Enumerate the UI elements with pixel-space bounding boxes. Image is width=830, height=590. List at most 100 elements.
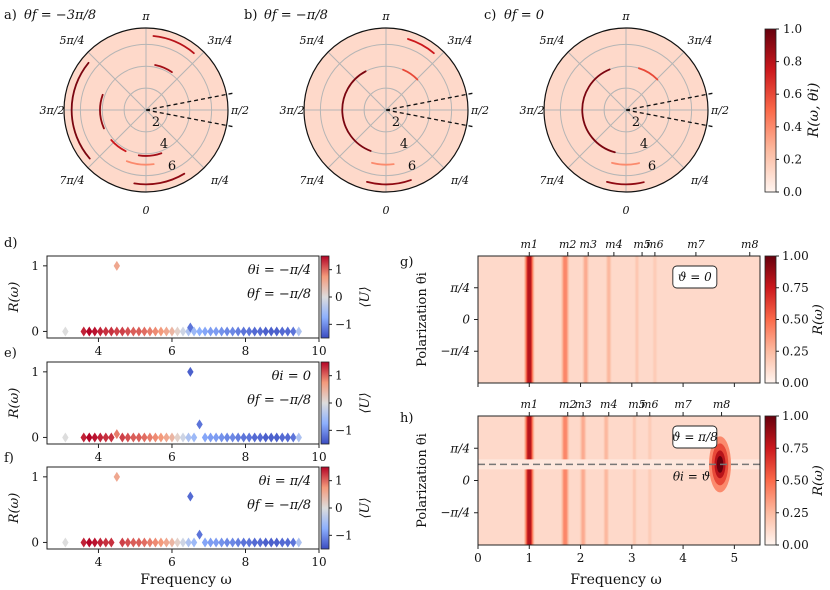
scatter-colorbar-tick-label: 1 bbox=[335, 263, 343, 277]
heatmap-colorbar-tick-label: 0.75 bbox=[782, 281, 809, 295]
scatter-point bbox=[262, 537, 269, 548]
colorbar-top-tick-label: 0.6 bbox=[783, 87, 802, 101]
scatter-point bbox=[245, 326, 253, 337]
scatter-point bbox=[185, 432, 192, 443]
scatter-point bbox=[201, 432, 209, 443]
polar-angle-label: π/2 bbox=[470, 104, 489, 117]
scatter-point bbox=[229, 537, 236, 548]
scatter-colorbar bbox=[320, 466, 330, 550]
scatter-point bbox=[273, 537, 280, 548]
polar-panel-c: c) θf = 0 246 π 3π/4 π/2 π/4 0 7π/4 3π/2 5π/4 bbox=[484, 8, 729, 217]
scatter-ytick-label: 0 bbox=[31, 535, 39, 549]
polar-ring-arc bbox=[606, 180, 645, 186]
heatmap-mode-label: m8 bbox=[741, 238, 758, 251]
scatter-point bbox=[251, 432, 258, 443]
panel-label-f: f) bbox=[4, 451, 14, 466]
scatter-point bbox=[212, 432, 220, 443]
heatmap-ytick-label: π/4 bbox=[449, 441, 470, 455]
heatmap-colorbar-tick-label: 0.25 bbox=[782, 344, 809, 358]
scatter-point bbox=[86, 326, 93, 337]
scatter-point bbox=[268, 537, 275, 548]
polar-plot-a: 246 π 3π/4 π/2 π/4 0 7π/4 3π/2 5π/4 bbox=[40, 10, 249, 217]
scatter-xtick-label: 4 bbox=[95, 450, 103, 464]
heatmap-mode-label: m5 bbox=[633, 238, 650, 251]
polar-dashed-line bbox=[385, 109, 475, 128]
colorbar-top-ticks: 0.0 0.2 0.4 0.6 0.8 1.0 bbox=[776, 22, 802, 199]
heatmap-xlabel: Frequency ω bbox=[570, 572, 662, 588]
polar-panel-a: a) θf = −3π/8 246 π 3π/4 π/2 π/4 0 7π/4 3π/2 5π/… bbox=[4, 8, 249, 217]
scatter-point bbox=[234, 537, 242, 548]
scatter-ylabel: R(ω) bbox=[7, 282, 22, 314]
heatmap-ytick-label: −π/4 bbox=[440, 506, 470, 520]
scatter-xtick-label: 10 bbox=[311, 555, 326, 569]
scatter-ytick-label: 0 bbox=[31, 430, 39, 444]
scatter-point bbox=[240, 326, 247, 337]
scatter-point bbox=[168, 537, 176, 548]
scatter-annotation: θi = 0 bbox=[272, 369, 311, 384]
polar-angle-label: π/4 bbox=[210, 174, 229, 187]
polar-ring-arc bbox=[581, 68, 616, 154]
scatter-point bbox=[97, 537, 104, 548]
polar-grid-spoke bbox=[327, 109, 387, 169]
heatmap-band bbox=[648, 416, 651, 545]
scatter-point bbox=[187, 366, 194, 377]
scatter-point bbox=[157, 432, 165, 443]
polar-ring-arc bbox=[152, 35, 195, 55]
heatmap-band bbox=[584, 256, 587, 383]
panel-label-h: h) bbox=[400, 411, 413, 426]
scatter-point bbox=[290, 326, 297, 337]
polar-angle-label: 3π/4 bbox=[448, 34, 473, 47]
polar-angle-label: 5π/4 bbox=[60, 34, 85, 47]
heatmap-box bbox=[672, 425, 718, 449]
scatter-point bbox=[256, 432, 264, 443]
scatter-point bbox=[108, 432, 115, 443]
scatter-annotation: θi = −π/4 bbox=[248, 263, 311, 278]
scatter-point bbox=[234, 432, 242, 443]
scatter-point bbox=[196, 419, 203, 430]
panel-label-e: e) bbox=[4, 346, 17, 361]
scatter-ytick-label: 0 bbox=[31, 324, 39, 338]
heatmap-band bbox=[527, 256, 532, 383]
heatmap-band bbox=[653, 256, 656, 383]
scatter-point bbox=[168, 432, 176, 443]
scatter-point bbox=[234, 326, 242, 337]
scatter-point bbox=[113, 429, 121, 440]
heatmap-band bbox=[605, 416, 608, 545]
polar-grid-spoke bbox=[145, 51, 205, 111]
heatmap-colorbar-label: R(ω) bbox=[811, 465, 826, 497]
scatter-point bbox=[201, 537, 209, 548]
scatter-point bbox=[113, 326, 121, 337]
heatmap-xtick-label: 5 bbox=[731, 551, 739, 565]
polar-ring-arc bbox=[70, 61, 91, 160]
heatmap-mode-label: m3 bbox=[574, 398, 591, 411]
scatter-point bbox=[124, 537, 132, 548]
scatter-point bbox=[284, 326, 291, 337]
heatmap-mode-label: m4 bbox=[600, 398, 617, 411]
scatter-point bbox=[190, 326, 198, 337]
scatter-point bbox=[273, 432, 280, 443]
scatter-point bbox=[223, 432, 231, 443]
polar-grid-spoke bbox=[385, 51, 445, 111]
panel-label-a: a) bbox=[4, 8, 17, 23]
scatter-point bbox=[91, 432, 98, 443]
heatmap-band bbox=[581, 416, 585, 545]
scatter-point bbox=[187, 322, 194, 333]
scatter-point bbox=[119, 537, 126, 548]
heatmap-mode-label: m3 bbox=[580, 238, 597, 251]
polar-title-b: θf = −π/8 bbox=[264, 8, 328, 23]
scatter-axes-frame bbox=[46, 361, 320, 445]
scatter-axes-frame bbox=[46, 255, 320, 339]
scatter-xtick-label: 8 bbox=[242, 555, 250, 569]
polar-grid-spoke bbox=[87, 51, 147, 111]
scatter-point bbox=[113, 260, 121, 271]
polar-grid-spoke bbox=[145, 109, 205, 169]
scatter-point bbox=[207, 432, 214, 443]
scatter-xtick-label: 10 bbox=[311, 450, 326, 464]
scatter-point bbox=[141, 326, 148, 337]
polar-ring-arc bbox=[407, 38, 435, 55]
